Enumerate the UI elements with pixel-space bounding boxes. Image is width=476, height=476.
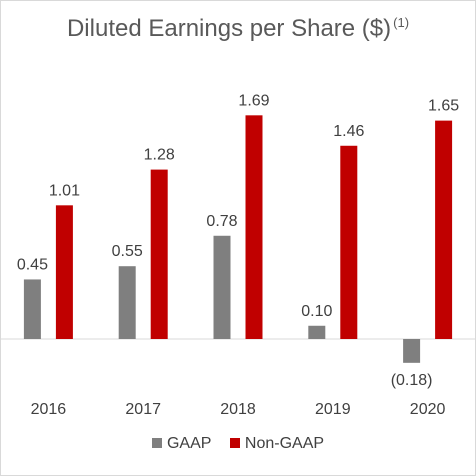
legend-item-non-gaap: Non-GAAP [229, 435, 325, 453]
chart-legend: GAAP Non-GAAP [1, 435, 475, 453]
x-tick-label-2017: 2017 [125, 401, 161, 418]
legend-swatch-non-gaap [229, 438, 240, 448]
bar-non-gaap-2016 [55, 205, 73, 339]
data-label-non-gaap-2018: 1.69 [238, 92, 269, 109]
legend-label-gaap: GAAP [166, 435, 212, 452]
legend-label-non-gaap: Non-GAAP [244, 435, 325, 452]
bar-non-gaap-2018 [245, 115, 263, 339]
bar-gaap-2019 [308, 325, 326, 339]
x-tick-label-2018: 2018 [220, 401, 256, 418]
bar-gaap-2018 [213, 235, 231, 339]
data-label-gaap-2018: 0.78 [206, 213, 237, 230]
data-label-gaap-2019: 0.10 [301, 303, 332, 320]
x-tick-label-2016: 2016 [31, 401, 67, 418]
data-label-non-gaap-2020: 1.65 [428, 98, 459, 115]
bar-gaap-2016 [23, 279, 41, 339]
data-label-non-gaap-2019: 1.46 [333, 123, 364, 140]
bar-non-gaap-2019 [340, 145, 358, 339]
data-label-gaap-2020: (0.18) [391, 372, 433, 389]
data-label-non-gaap-2016: 1.01 [49, 182, 80, 199]
x-tick-label-2020: 2020 [410, 401, 446, 418]
legend-swatch-gaap [151, 438, 162, 448]
chart-title-text: Diluted Earnings per Share ($) [66, 15, 392, 42]
legend-item-gaap: GAAP [151, 435, 212, 453]
data-label-gaap-2017: 0.55 [112, 243, 143, 260]
bar-non-gaap-2020 [435, 120, 453, 339]
x-tick-label-2019: 2019 [315, 401, 351, 418]
chart-title-footnote: (1) [393, 15, 410, 30]
data-label-non-gaap-2017: 1.28 [144, 147, 175, 164]
bar-non-gaap-2017 [150, 169, 168, 339]
bar-gaap-2020 [403, 339, 421, 363]
bar-gaap-2017 [118, 266, 136, 339]
data-label-gaap-2016: 0.45 [17, 256, 48, 273]
chart-title: Diluted Earnings per Share ($) (1) [1, 15, 475, 43]
